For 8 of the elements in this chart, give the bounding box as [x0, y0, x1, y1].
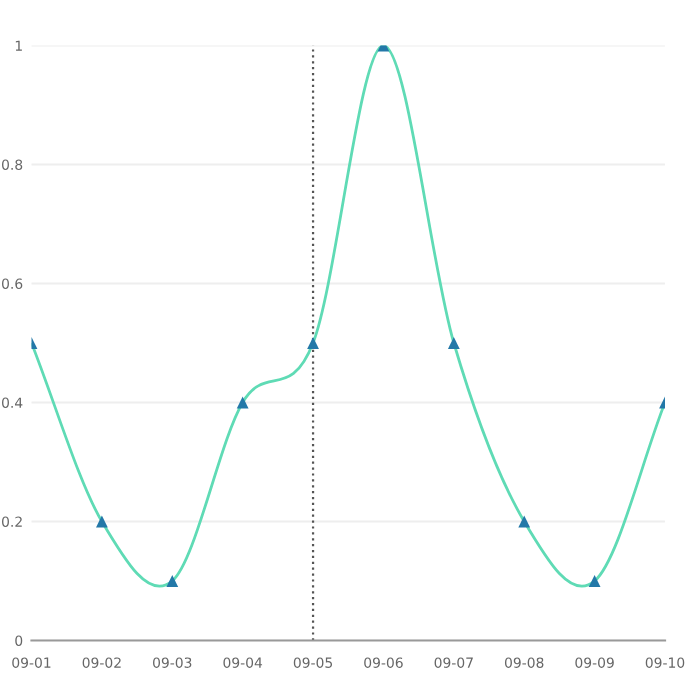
point	[447, 337, 460, 349]
point	[307, 337, 319, 349]
point	[96, 515, 108, 528]
point	[518, 515, 531, 528]
point	[236, 396, 249, 409]
line-series	[31, 45, 665, 588]
point	[588, 575, 601, 587]
point	[166, 575, 179, 587]
